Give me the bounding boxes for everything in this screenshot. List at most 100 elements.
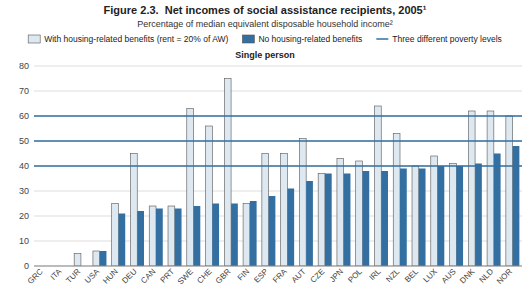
bar (381, 171, 388, 266)
bar (93, 251, 100, 266)
y-tick-label: 50 (19, 136, 29, 146)
bar (299, 139, 306, 267)
y-tick-label: 60 (19, 111, 29, 121)
x-tick-label: CZE (309, 267, 327, 285)
bar (74, 254, 81, 267)
bar-series (74, 79, 512, 267)
grid-line (34, 141, 522, 142)
y-tick-label: 80 (19, 61, 29, 71)
bar (362, 171, 369, 266)
bar (231, 204, 238, 267)
bar (468, 111, 475, 266)
bar (431, 156, 438, 266)
bar (412, 166, 419, 266)
legend-swatch (242, 35, 254, 43)
poverty-line (34, 115, 522, 116)
bar (118, 214, 125, 267)
bar (137, 211, 144, 266)
y-tick-label: 70 (19, 86, 29, 96)
bar (156, 209, 163, 267)
legend-swatch (28, 35, 40, 43)
bar (168, 206, 175, 266)
bar (494, 154, 501, 267)
y-tick-label: 30 (19, 186, 29, 196)
bar (374, 106, 381, 266)
bar (344, 174, 351, 267)
grid-line (34, 66, 522, 67)
legend-item: With housing-related benefits (rent = 20… (28, 34, 228, 44)
bar (262, 154, 269, 267)
x-tick-label: NZL (384, 267, 401, 284)
y-tick-label: 10 (19, 236, 29, 246)
x-tick-label: AUT (290, 267, 308, 285)
legend: With housing-related benefits (rent = 20… (28, 34, 502, 44)
x-tick-label: FRA (271, 267, 289, 285)
grid-line (34, 166, 522, 167)
legend-item: Three different poverty levels (376, 34, 501, 44)
bar (194, 206, 201, 266)
grid-line (34, 241, 522, 242)
bar (393, 134, 400, 267)
bar-series (100, 146, 520, 266)
poverty-line (34, 165, 522, 166)
x-tick-label: NOR (495, 267, 514, 286)
plot-area (34, 79, 522, 267)
bar (243, 204, 250, 267)
bar (487, 111, 494, 266)
bar (306, 181, 313, 266)
bar (456, 166, 463, 266)
bar (187, 109, 194, 267)
bar (130, 154, 137, 267)
x-tick-label: USA (83, 267, 101, 285)
grid-line (34, 91, 522, 92)
bar (224, 79, 231, 267)
bar (513, 146, 520, 266)
x-tick-label: GBR (214, 267, 233, 286)
bar (506, 116, 513, 266)
bar (356, 161, 363, 266)
legend-swatch (376, 38, 388, 40)
bar (337, 159, 344, 267)
poverty-line (34, 140, 522, 141)
x-tick-label: TUR (64, 267, 82, 285)
grid-line (34, 116, 522, 117)
bar (419, 169, 426, 267)
x-tick-label: ITA (49, 267, 64, 282)
bar (450, 164, 457, 267)
reference-lines (34, 116, 522, 166)
bar (318, 174, 325, 267)
x-tick-label: ESP (252, 267, 270, 285)
x-tick-label: HUN (101, 267, 120, 286)
grid-line (34, 266, 522, 267)
grid (34, 66, 522, 266)
grid-line (34, 216, 522, 217)
bar (287, 189, 294, 267)
x-tick-label: SWE (176, 267, 195, 286)
x-tick-label: AUS (440, 267, 458, 285)
y-tick-label: 40 (19, 161, 29, 171)
legend-label: With housing-related benefits (rent = 20… (44, 34, 228, 44)
bar (400, 169, 407, 267)
x-tick-label: BEL (403, 267, 420, 284)
x-axis: GRCITATURUSAHUNDEUCANPRTSWECHEGBRFINESPF… (26, 267, 514, 287)
x-tick-label: FIN (236, 267, 252, 283)
x-tick-label: DNK (458, 267, 477, 286)
legend-label: No housing-related benefits (258, 34, 362, 44)
x-tick-label: LUX (422, 267, 440, 285)
x-tick-label: PRT (159, 267, 177, 285)
y-axis: 0 10 20 30 40 50 60 70 80 (19, 61, 29, 271)
chart: Figure 2.3. Net incomes of social assist… (0, 0, 530, 296)
x-tick-label: CHE (195, 267, 213, 285)
x-tick-label: POL (346, 267, 364, 285)
bar (281, 154, 288, 267)
subtitle: Percentage of median equivalent disposab… (137, 19, 393, 29)
y-tick-label: 0 (24, 261, 29, 271)
y-tick-label: 20 (19, 211, 29, 221)
annotation: Single person (235, 50, 295, 60)
bar (206, 126, 213, 266)
bar (475, 164, 482, 267)
legend-label: Three different poverty levels (392, 34, 501, 44)
bar (100, 251, 107, 266)
x-tick-label: NLD (478, 267, 496, 285)
legend-item: No housing-related benefits (242, 34, 362, 44)
